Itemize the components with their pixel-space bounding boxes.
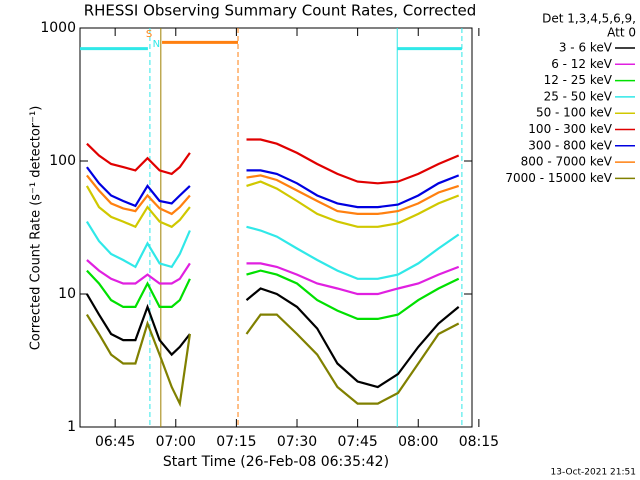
- legend-label: 300 - 800 keV: [528, 138, 612, 152]
- legend-label: 100 - 300 keV: [528, 122, 612, 136]
- legend-label: 50 - 100 keV: [536, 106, 613, 120]
- legend-label: 3 - 6 keV: [559, 41, 613, 55]
- legend-label: 25 - 50 keV: [544, 89, 613, 103]
- footer: 13-Oct-2021 21:51: [551, 468, 636, 478]
- legend-label: 6 - 12 keV: [551, 57, 613, 71]
- x-tick-label: 08:00: [398, 434, 438, 450]
- x-tick-label: 07:15: [216, 434, 256, 450]
- chart-title: RHESSI Observing Summary Count Rates, Co…: [84, 2, 477, 20]
- annotation: S: [146, 29, 152, 40]
- legend-label: 7000 - 15000 keV: [505, 171, 612, 185]
- legend-label: 800 - 7000 keV: [521, 155, 613, 169]
- legend-label: 12 - 25 keV: [544, 73, 613, 87]
- chart: RHESSI Observing Summary Count Rates, Co…: [0, 0, 640, 480]
- x-tick-label: 08:15: [459, 434, 499, 450]
- x-tick-label: 06:45: [95, 434, 135, 450]
- x-tick-label: 07:00: [156, 434, 196, 450]
- x-axis-label: Start Time (26-Feb-08 06:35:42): [163, 454, 389, 470]
- y-tick-label: 100: [49, 153, 76, 169]
- y-tick-label: 1000: [40, 20, 76, 36]
- annotation: N: [153, 39, 160, 50]
- x-tick-label: 07:30: [277, 434, 317, 450]
- legend-header: Att 0: [607, 26, 636, 40]
- y-axis-label: Corrected Count Rate (s⁻¹ detector⁻¹): [29, 106, 44, 351]
- legend-header: Det 1,3,4,5,6,9,: [542, 12, 636, 26]
- x-tick-label: 07:45: [337, 434, 377, 450]
- background: [0, 0, 640, 480]
- y-tick-label: 10: [58, 286, 76, 302]
- y-tick-label: 1: [67, 419, 76, 435]
